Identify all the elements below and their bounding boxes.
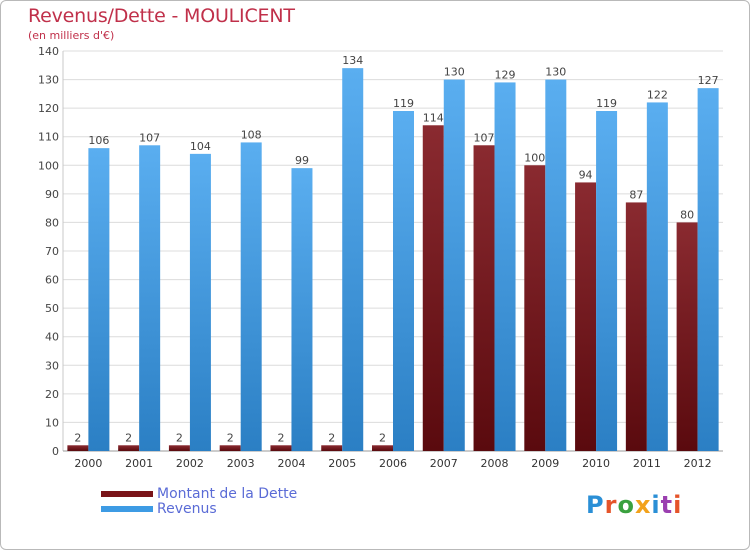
- y-tick-label: 30: [45, 359, 59, 372]
- chart-subtitle: (en milliers d'€): [28, 29, 115, 42]
- y-tick-label: 80: [45, 216, 59, 229]
- data-label-dette: 2: [176, 431, 183, 444]
- y-tick-label: 10: [45, 416, 59, 429]
- y-tick-label: 120: [38, 102, 59, 115]
- bar-revenus: [189, 153, 211, 451]
- data-label-revenus: 119: [596, 97, 617, 110]
- logo-letter: r: [604, 491, 618, 519]
- x-tick-label: 2001: [125, 457, 153, 470]
- bar-dette: [67, 445, 89, 451]
- legend-label-revenus: Revenus: [157, 501, 217, 517]
- bar-dette: [625, 202, 647, 451]
- logo-letter: t: [660, 491, 674, 519]
- y-tick-label: 60: [45, 274, 59, 287]
- data-label-dette: 94: [579, 168, 593, 181]
- data-label-dette: 2: [328, 431, 335, 444]
- legend-label-dette: Montant de la Dette: [157, 486, 298, 502]
- legend-swatch-dette: [101, 491, 153, 497]
- bar-revenus: [494, 82, 516, 451]
- x-tick-label: 2007: [430, 457, 458, 470]
- data-label-revenus: 119: [393, 97, 414, 110]
- x-tick-label: 2003: [227, 457, 255, 470]
- bar-dette: [372, 445, 393, 451]
- data-label-dette: 87: [629, 188, 643, 201]
- y-tick-label: 130: [38, 74, 59, 87]
- y-tick-label: 70: [45, 245, 59, 258]
- bar-revenus: [291, 168, 313, 451]
- data-label-revenus: 108: [241, 128, 262, 141]
- bar-dette: [321, 445, 343, 451]
- bar-revenus: [545, 79, 567, 452]
- x-tick-label: 2012: [684, 457, 712, 470]
- bar-dette: [524, 165, 546, 452]
- bar-dette: [473, 145, 495, 452]
- data-label-dette: 2: [277, 431, 284, 444]
- y-tick-label: 140: [38, 45, 59, 58]
- logo-letter: o: [617, 491, 635, 519]
- y-tick-label: 110: [38, 131, 59, 144]
- proxiti-logo: Proxiti: [586, 491, 682, 519]
- data-label-dette: 2: [227, 431, 234, 444]
- y-tick-label: 100: [38, 159, 59, 172]
- data-label-dette: 80: [680, 208, 694, 221]
- bar-dette: [219, 445, 241, 451]
- bar-dette: [118, 445, 140, 451]
- bar-revenus: [697, 88, 719, 452]
- bar-revenus: [139, 145, 161, 452]
- x-tick-label: 2005: [328, 457, 356, 470]
- data-label-dette: 2: [74, 431, 81, 444]
- data-label-revenus: 99: [295, 154, 309, 167]
- data-label-revenus: 130: [444, 66, 465, 79]
- chart-title: Revenus/Dette - MOULICENT: [28, 5, 295, 27]
- data-label-revenus: 127: [698, 74, 719, 87]
- x-tick-label: 2006: [379, 457, 407, 470]
- x-tick-label: 2010: [582, 457, 610, 470]
- bar-dette: [270, 445, 292, 451]
- logo-letter: P: [586, 491, 605, 519]
- bar-revenus: [240, 142, 262, 451]
- bar-revenus: [596, 111, 618, 451]
- data-label-dette: 2: [125, 431, 132, 444]
- data-label-revenus: 130: [545, 66, 566, 79]
- x-tick-label: 2009: [531, 457, 559, 470]
- data-label-revenus: 122: [647, 88, 668, 101]
- x-tick-label: 2004: [277, 457, 305, 470]
- x-tick-label: 2000: [74, 457, 102, 470]
- x-tick-label: 2002: [176, 457, 204, 470]
- data-label-revenus: 107: [139, 131, 160, 144]
- logo-letter: i: [651, 491, 661, 519]
- data-label-dette: 107: [474, 131, 495, 144]
- data-label-revenus: 134: [342, 54, 363, 67]
- data-label-dette: 100: [524, 151, 545, 164]
- y-tick-label: 0: [52, 445, 59, 458]
- data-label-revenus: 104: [190, 140, 211, 153]
- bar-dette: [575, 182, 597, 451]
- bar-revenus: [443, 79, 465, 452]
- logo-letter: i: [673, 491, 683, 519]
- y-tick-label: 50: [45, 302, 59, 315]
- bar-revenus: [342, 68, 364, 452]
- bar-dette: [168, 445, 190, 451]
- x-tick-label: 2011: [633, 457, 661, 470]
- y-tick-label: 20: [45, 388, 59, 401]
- y-tick-label: 40: [45, 331, 59, 344]
- bar-revenus: [88, 148, 110, 451]
- bar-dette: [422, 125, 444, 452]
- y-tick-label: 90: [45, 188, 59, 201]
- data-label-dette: 114: [423, 111, 444, 124]
- data-label-revenus: 129: [495, 68, 516, 81]
- legend-swatch-revenus: [101, 506, 153, 512]
- logo-letter: x: [634, 491, 652, 519]
- bar-revenus: [393, 111, 414, 451]
- data-label-dette: 2: [379, 431, 386, 444]
- bar-revenus: [646, 102, 668, 451]
- bar-dette: [676, 222, 698, 451]
- data-label-revenus: 106: [88, 134, 109, 147]
- x-tick-label: 2008: [481, 457, 509, 470]
